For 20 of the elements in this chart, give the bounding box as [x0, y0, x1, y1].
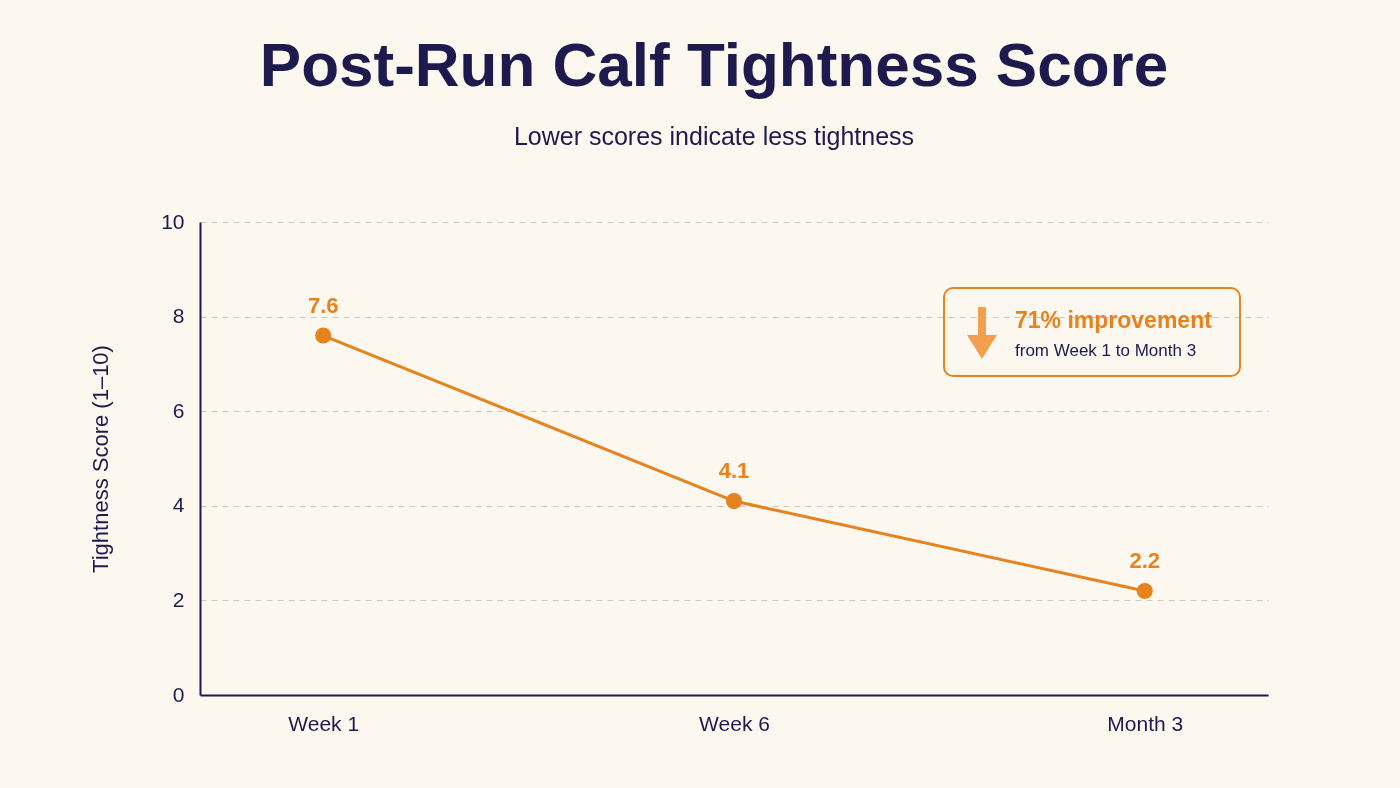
x-tick-label: Month 3	[1107, 711, 1184, 735]
point	[315, 327, 332, 344]
point	[1136, 582, 1153, 599]
chart-title: Post-Run Calf Tightness Score	[259, 30, 1169, 99]
y-tick-label: 0	[172, 682, 185, 706]
y-tick-label: 8	[172, 304, 185, 328]
data-label: 2.2	[1129, 547, 1161, 573]
data-label: 7.6	[307, 292, 339, 318]
y-tick-label: 10	[161, 209, 185, 233]
annotation: from Week 1 to Month 3	[1015, 341, 1197, 361]
y-tick-label: 2	[172, 587, 185, 611]
x-tick-label: Week 1	[288, 711, 360, 735]
chart-subtitle: Lower scores indicate less tightness	[513, 122, 915, 150]
point	[725, 493, 743, 510]
y-tick-label: 6	[172, 398, 185, 422]
x-tick-label: Week 6	[699, 711, 770, 735]
y-axis-title: Tightness Score (1–10)	[88, 345, 114, 573]
y-tick-label: 4	[172, 493, 185, 517]
data-label: 4.1	[718, 458, 750, 484]
annotation: 71% improvement	[1015, 307, 1212, 334]
